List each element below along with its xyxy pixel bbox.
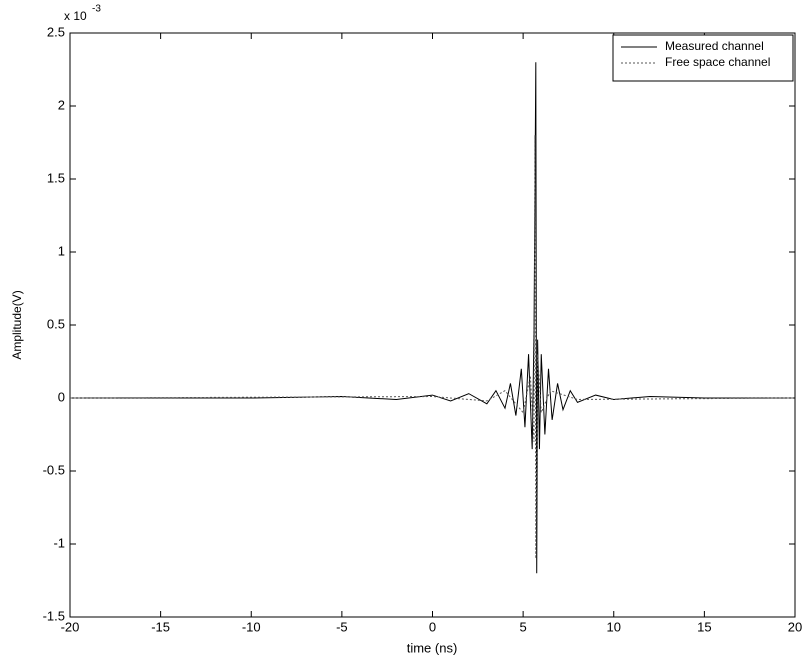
y-tick-label: 1 — [58, 243, 65, 258]
x-tick-label: 0 — [429, 619, 436, 634]
x-tick-label: 5 — [520, 619, 527, 634]
y-tick-label: -0.5 — [43, 462, 65, 477]
plot-frame — [69, 32, 796, 618]
y-tick-label: 0 — [58, 389, 65, 404]
x-axis-label: time (ns) — [407, 640, 458, 655]
legend-label: Free space channel — [665, 55, 770, 69]
legend-label: Measured channel — [665, 39, 764, 53]
legend-box — [612, 34, 794, 82]
y-tick-label: 1.5 — [47, 170, 65, 185]
y-multiplier-power: -3 — [92, 4, 101, 15]
y-axis-label: Amplitude(V) — [10, 290, 24, 359]
y-tick-label: -1.5 — [43, 608, 65, 623]
x-tick-label: 20 — [788, 619, 802, 634]
data-line — [70, 62, 795, 574]
x-tick-label: -20 — [61, 619, 80, 634]
y-tick-label: 2.5 — [47, 24, 65, 39]
y-tick-label: 2 — [58, 97, 65, 112]
y-tick-label: 0.5 — [47, 316, 65, 331]
x-tick-label: 15 — [697, 619, 711, 634]
x-tick-label: -5 — [336, 619, 348, 634]
data-line — [69, 135, 796, 559]
x-tick-label: -10 — [242, 619, 261, 634]
x-tick-label: 10 — [607, 619, 621, 634]
x-tick-label: -15 — [151, 619, 170, 634]
y-tick-label: -1 — [53, 535, 65, 550]
y-multiplier-base: x 10 — [64, 9, 87, 23]
